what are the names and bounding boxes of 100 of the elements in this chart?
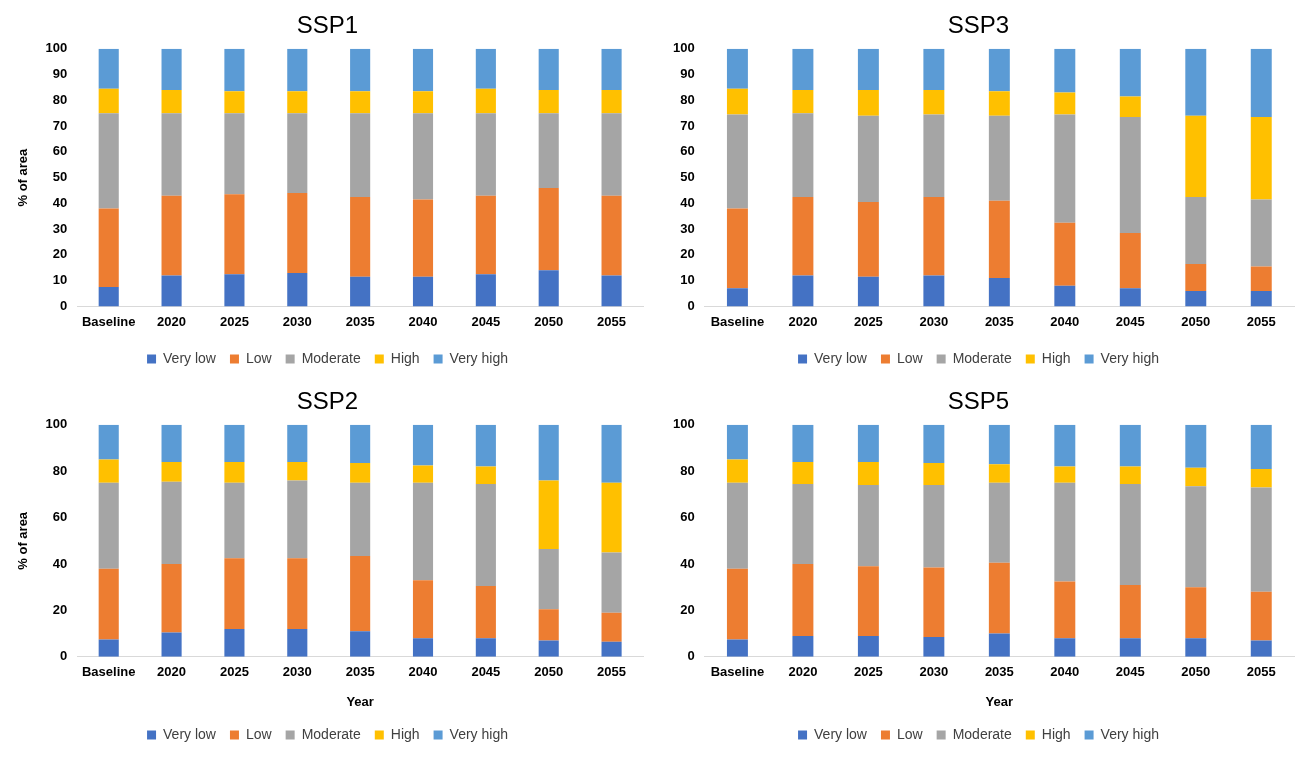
bar — [923, 424, 945, 464]
x-tick-label: 2035 — [345, 664, 375, 680]
y-tick-label: 0 — [60, 297, 68, 313]
bar — [601, 195, 622, 276]
bar — [224, 424, 245, 462]
bar — [350, 113, 371, 197]
bar — [475, 113, 496, 196]
bar — [224, 274, 245, 307]
chart-title: SSP5 — [947, 387, 1010, 415]
bar — [923, 90, 945, 115]
legend-label: High — [390, 349, 420, 366]
x-tick-label: Baseline — [710, 313, 765, 329]
bar — [1054, 424, 1076, 467]
bar — [726, 459, 748, 483]
bar — [412, 48, 434, 92]
y-tick-label: 80 — [52, 462, 68, 478]
bar — [792, 461, 814, 484]
bar — [857, 461, 879, 486]
bar — [857, 115, 879, 203]
bar — [350, 91, 371, 114]
bar — [1250, 199, 1272, 267]
bar — [988, 200, 1010, 279]
legend-label: Very low — [814, 725, 868, 742]
bar — [475, 483, 496, 587]
legend-label: Moderate — [301, 349, 361, 366]
y-tick-label: 10 — [680, 272, 695, 288]
bar — [988, 424, 1010, 465]
bar — [224, 194, 245, 275]
bar — [988, 91, 1010, 116]
bar — [224, 91, 245, 114]
bar — [475, 274, 496, 307]
bar — [287, 480, 308, 559]
y-tick-label: 70 — [52, 117, 68, 133]
x-tick-label: 2045 — [471, 664, 501, 680]
x-tick-label: 2040 — [1050, 664, 1080, 680]
bar — [1054, 638, 1076, 657]
bar — [412, 638, 434, 657]
bar — [1185, 467, 1207, 487]
bar — [287, 272, 308, 307]
y-tick-label: 100 — [45, 40, 68, 56]
x-tick-label: 2045 — [1115, 664, 1145, 680]
bar — [923, 114, 945, 197]
bar — [923, 48, 945, 91]
x-tick-label: 2030 — [282, 313, 312, 329]
bar — [857, 202, 879, 277]
y-tick-label: 100 — [672, 416, 695, 432]
bar — [224, 482, 245, 559]
y-tick-label: 70 — [680, 117, 695, 133]
x-tick-label: 2040 — [408, 664, 438, 680]
chart-title: SSP2 — [296, 387, 359, 415]
legend-label: Moderate — [301, 725, 361, 742]
bar — [1054, 222, 1076, 286]
bar — [287, 461, 308, 481]
bar — [475, 638, 496, 657]
legend-label: Very low — [163, 725, 217, 742]
bar — [857, 566, 879, 636]
bar — [98, 424, 119, 460]
bar — [792, 90, 814, 114]
bar — [475, 586, 496, 639]
bar — [1119, 48, 1141, 97]
bar — [923, 567, 945, 638]
bar — [1054, 581, 1076, 639]
bar — [412, 199, 434, 277]
bar — [161, 632, 182, 657]
bar — [287, 424, 308, 462]
y-tick-label: 20 — [680, 246, 695, 262]
x-tick-label: 2025 — [219, 664, 249, 680]
x-tick-label: 2040 — [408, 313, 438, 329]
bar — [1185, 263, 1207, 291]
y-tick-label: 20 — [52, 246, 68, 262]
bar — [538, 424, 559, 481]
bar — [726, 424, 748, 460]
bar — [857, 276, 879, 307]
bar — [726, 568, 748, 640]
bar — [1185, 115, 1207, 197]
x-tick-label: 2045 — [471, 313, 501, 329]
bar — [601, 482, 622, 553]
x-axis-title: Year — [985, 693, 1014, 709]
bar — [1250, 290, 1272, 307]
x-tick-label: 2055 — [1246, 313, 1276, 329]
y-tick-label: 40 — [52, 555, 68, 571]
bar — [287, 48, 308, 92]
bar — [1250, 468, 1272, 488]
legend-label: Low — [245, 725, 273, 742]
x-tick-label: 2025 — [853, 313, 883, 329]
chart-title: SSP1 — [296, 11, 359, 39]
bar — [98, 459, 119, 483]
bar — [988, 115, 1010, 201]
bar — [923, 196, 945, 276]
x-tick-label: 2055 — [1246, 664, 1276, 680]
legend-label: Very high — [449, 349, 508, 366]
bar — [224, 48, 245, 92]
bar — [287, 113, 308, 194]
bar — [1185, 290, 1207, 307]
x-tick-label: 2050 — [1181, 313, 1211, 329]
bar — [601, 48, 622, 91]
x-tick-label: 2055 — [597, 664, 627, 680]
bar — [412, 276, 434, 307]
bar — [988, 562, 1010, 634]
y-tick-label: 0 — [60, 648, 68, 664]
